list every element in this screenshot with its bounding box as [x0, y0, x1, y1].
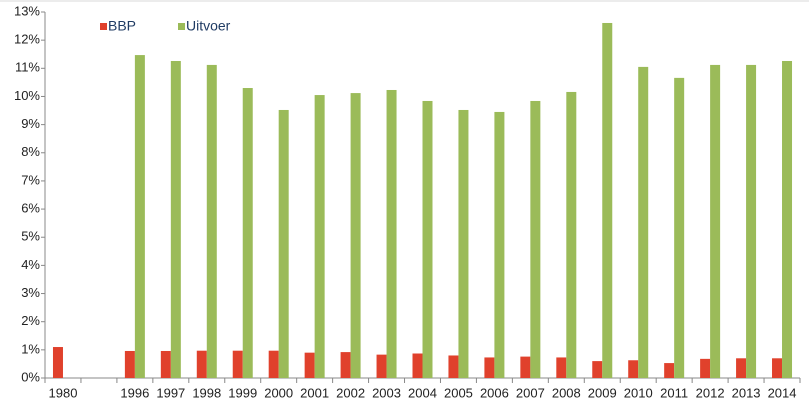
legend-swatch — [100, 23, 107, 30]
x-tick-label: 2002 — [336, 385, 365, 400]
x-tick-label: 2009 — [588, 385, 617, 400]
bar — [160, 350, 171, 378]
x-tick-label: 2014 — [768, 385, 797, 400]
bar — [304, 352, 315, 378]
bar — [566, 91, 577, 379]
bar — [782, 60, 793, 378]
bar — [422, 100, 433, 378]
x-tick-label: 2003 — [372, 385, 401, 400]
bar — [386, 89, 397, 379]
legend-label: Uitvoer — [186, 18, 231, 34]
bar — [350, 93, 361, 379]
bar — [602, 22, 613, 378]
bar — [196, 350, 207, 378]
bar — [592, 361, 603, 378]
y-tick-label: 1% — [21, 341, 40, 356]
bar — [520, 356, 531, 378]
x-tick-label: 1998 — [192, 385, 221, 400]
bar — [710, 64, 721, 378]
y-tick-label: 10% — [14, 88, 40, 103]
bar — [52, 347, 63, 378]
bar — [530, 100, 541, 378]
bar — [772, 358, 783, 378]
bar — [628, 360, 639, 378]
bar — [458, 109, 469, 378]
bar — [448, 355, 459, 378]
y-tick-label: 4% — [21, 257, 40, 272]
x-tick-label: 1997 — [156, 385, 185, 400]
bar — [268, 350, 279, 378]
x-tick-label: 2006 — [480, 385, 509, 400]
y-tick-label: 0% — [21, 369, 40, 384]
bar — [664, 363, 675, 378]
y-tick-label: 2% — [21, 313, 40, 328]
bar — [242, 88, 253, 378]
bar — [484, 357, 495, 378]
x-tick-label: 1999 — [228, 385, 257, 400]
y-tick-label: 3% — [21, 285, 40, 300]
x-tick-label: 2008 — [552, 385, 581, 400]
bar — [134, 55, 145, 379]
x-tick-label: 2007 — [516, 385, 545, 400]
bar — [638, 66, 649, 379]
bar — [412, 353, 423, 378]
bar — [736, 358, 747, 378]
bar — [314, 95, 325, 379]
x-tick-label: 1996 — [120, 385, 149, 400]
y-tick-label: 9% — [21, 116, 40, 131]
y-tick-label: 12% — [14, 32, 40, 47]
x-tick-label: 2004 — [408, 385, 437, 400]
y-tick-label: 11% — [15, 60, 40, 75]
x-tick-label: 2001 — [300, 385, 329, 400]
x-tick-label: 2013 — [732, 385, 761, 400]
legend-label: BBP — [108, 18, 136, 34]
bar — [206, 64, 217, 378]
legend-swatch — [178, 23, 185, 30]
x-tick-label: 2000 — [264, 385, 293, 400]
y-tick-label: 5% — [21, 229, 40, 244]
bar — [494, 111, 505, 378]
bar — [232, 350, 243, 378]
y-tick-label: 7% — [21, 172, 40, 187]
bar — [700, 358, 711, 378]
bar — [746, 64, 757, 378]
bar — [124, 350, 135, 378]
x-tick-label: 2011 — [660, 385, 688, 400]
bar — [674, 77, 685, 378]
x-tick-label: 1980 — [49, 385, 78, 400]
bar — [170, 60, 181, 378]
bar — [376, 354, 387, 378]
bar — [556, 357, 567, 378]
bar — [340, 352, 351, 378]
y-tick-label: 13% — [14, 3, 40, 18]
y-tick-label: 8% — [21, 144, 40, 159]
x-tick-label: 2012 — [696, 385, 725, 400]
x-tick-label: 2010 — [624, 385, 653, 400]
x-tick-label: 2005 — [444, 385, 473, 400]
bar — [278, 109, 289, 378]
y-tick-label: 6% — [21, 201, 40, 216]
